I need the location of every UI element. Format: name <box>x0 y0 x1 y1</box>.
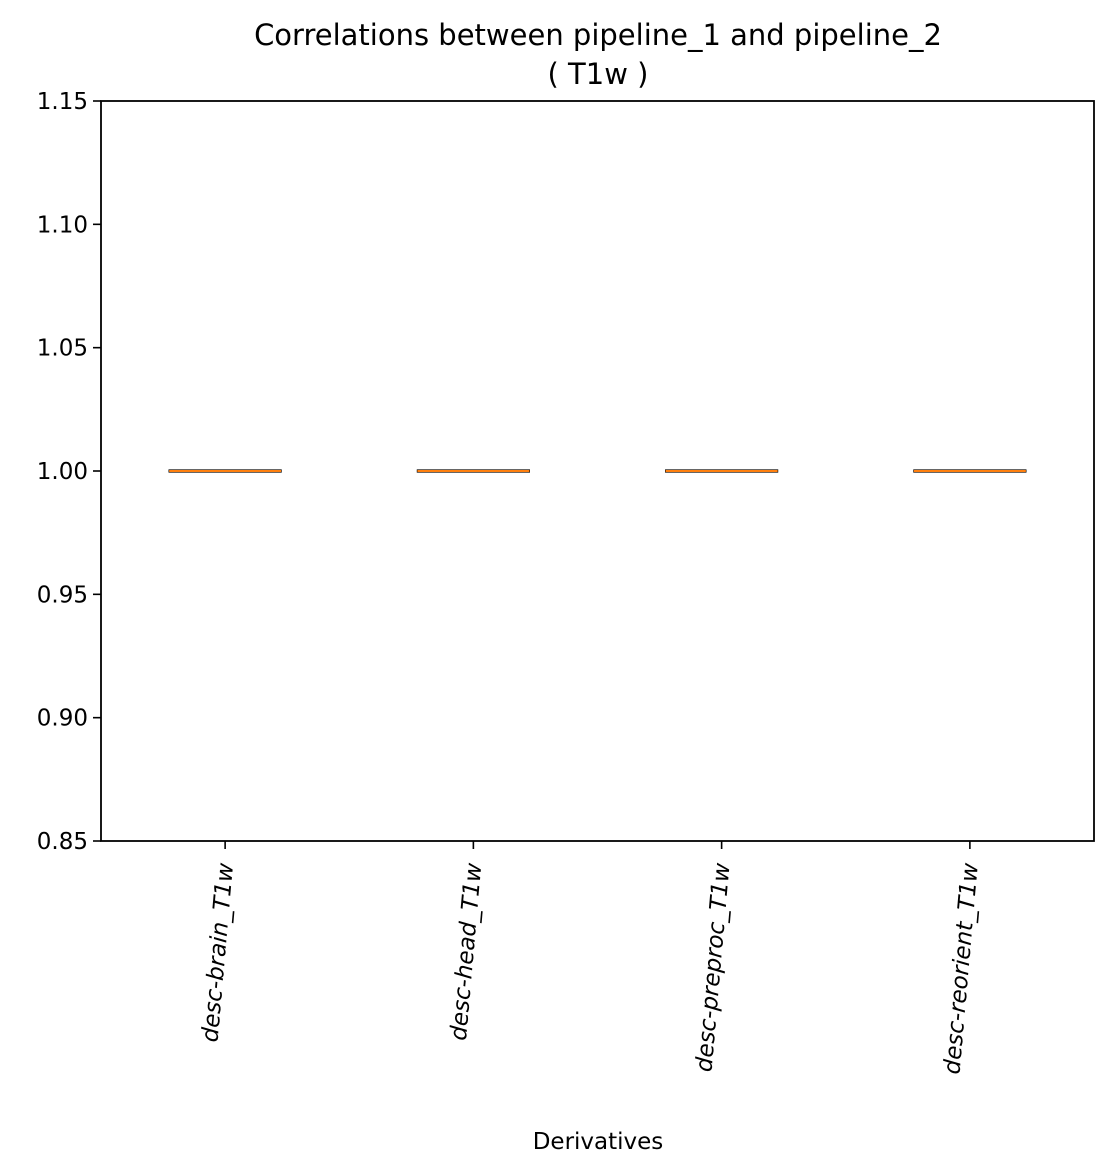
x-tick-label: desc-reorient_T1w <box>939 862 983 1076</box>
chart-title: Correlations between pipeline_1 and pipe… <box>254 18 942 52</box>
x-axis-label: Derivatives <box>533 1129 664 1155</box>
y-tick-label: 1.10 <box>37 212 88 238</box>
y-tick-label: 0.90 <box>37 706 88 732</box>
plot-area: 0.85 0.90 0.95 1.00 1.05 1.10 1.15 desc-brain_T… <box>37 89 1027 1076</box>
y-tick-label: 0.95 <box>37 582 88 608</box>
y-tick-label: 1.05 <box>37 336 88 362</box>
x-tick-label: desc-brain_T1w <box>198 862 240 1044</box>
x-tick-label: desc-head_T1w <box>446 862 487 1042</box>
x-tick-label: desc-preproc_T1w <box>691 862 735 1073</box>
y-tick-label: 1.00 <box>37 459 88 485</box>
y-tick-label: 1.15 <box>37 89 88 115</box>
chart-subtitle: ( T1w ) <box>548 57 649 91</box>
axes-frame <box>100 100 1095 842</box>
y-tick-label: 0.85 <box>37 829 88 855</box>
